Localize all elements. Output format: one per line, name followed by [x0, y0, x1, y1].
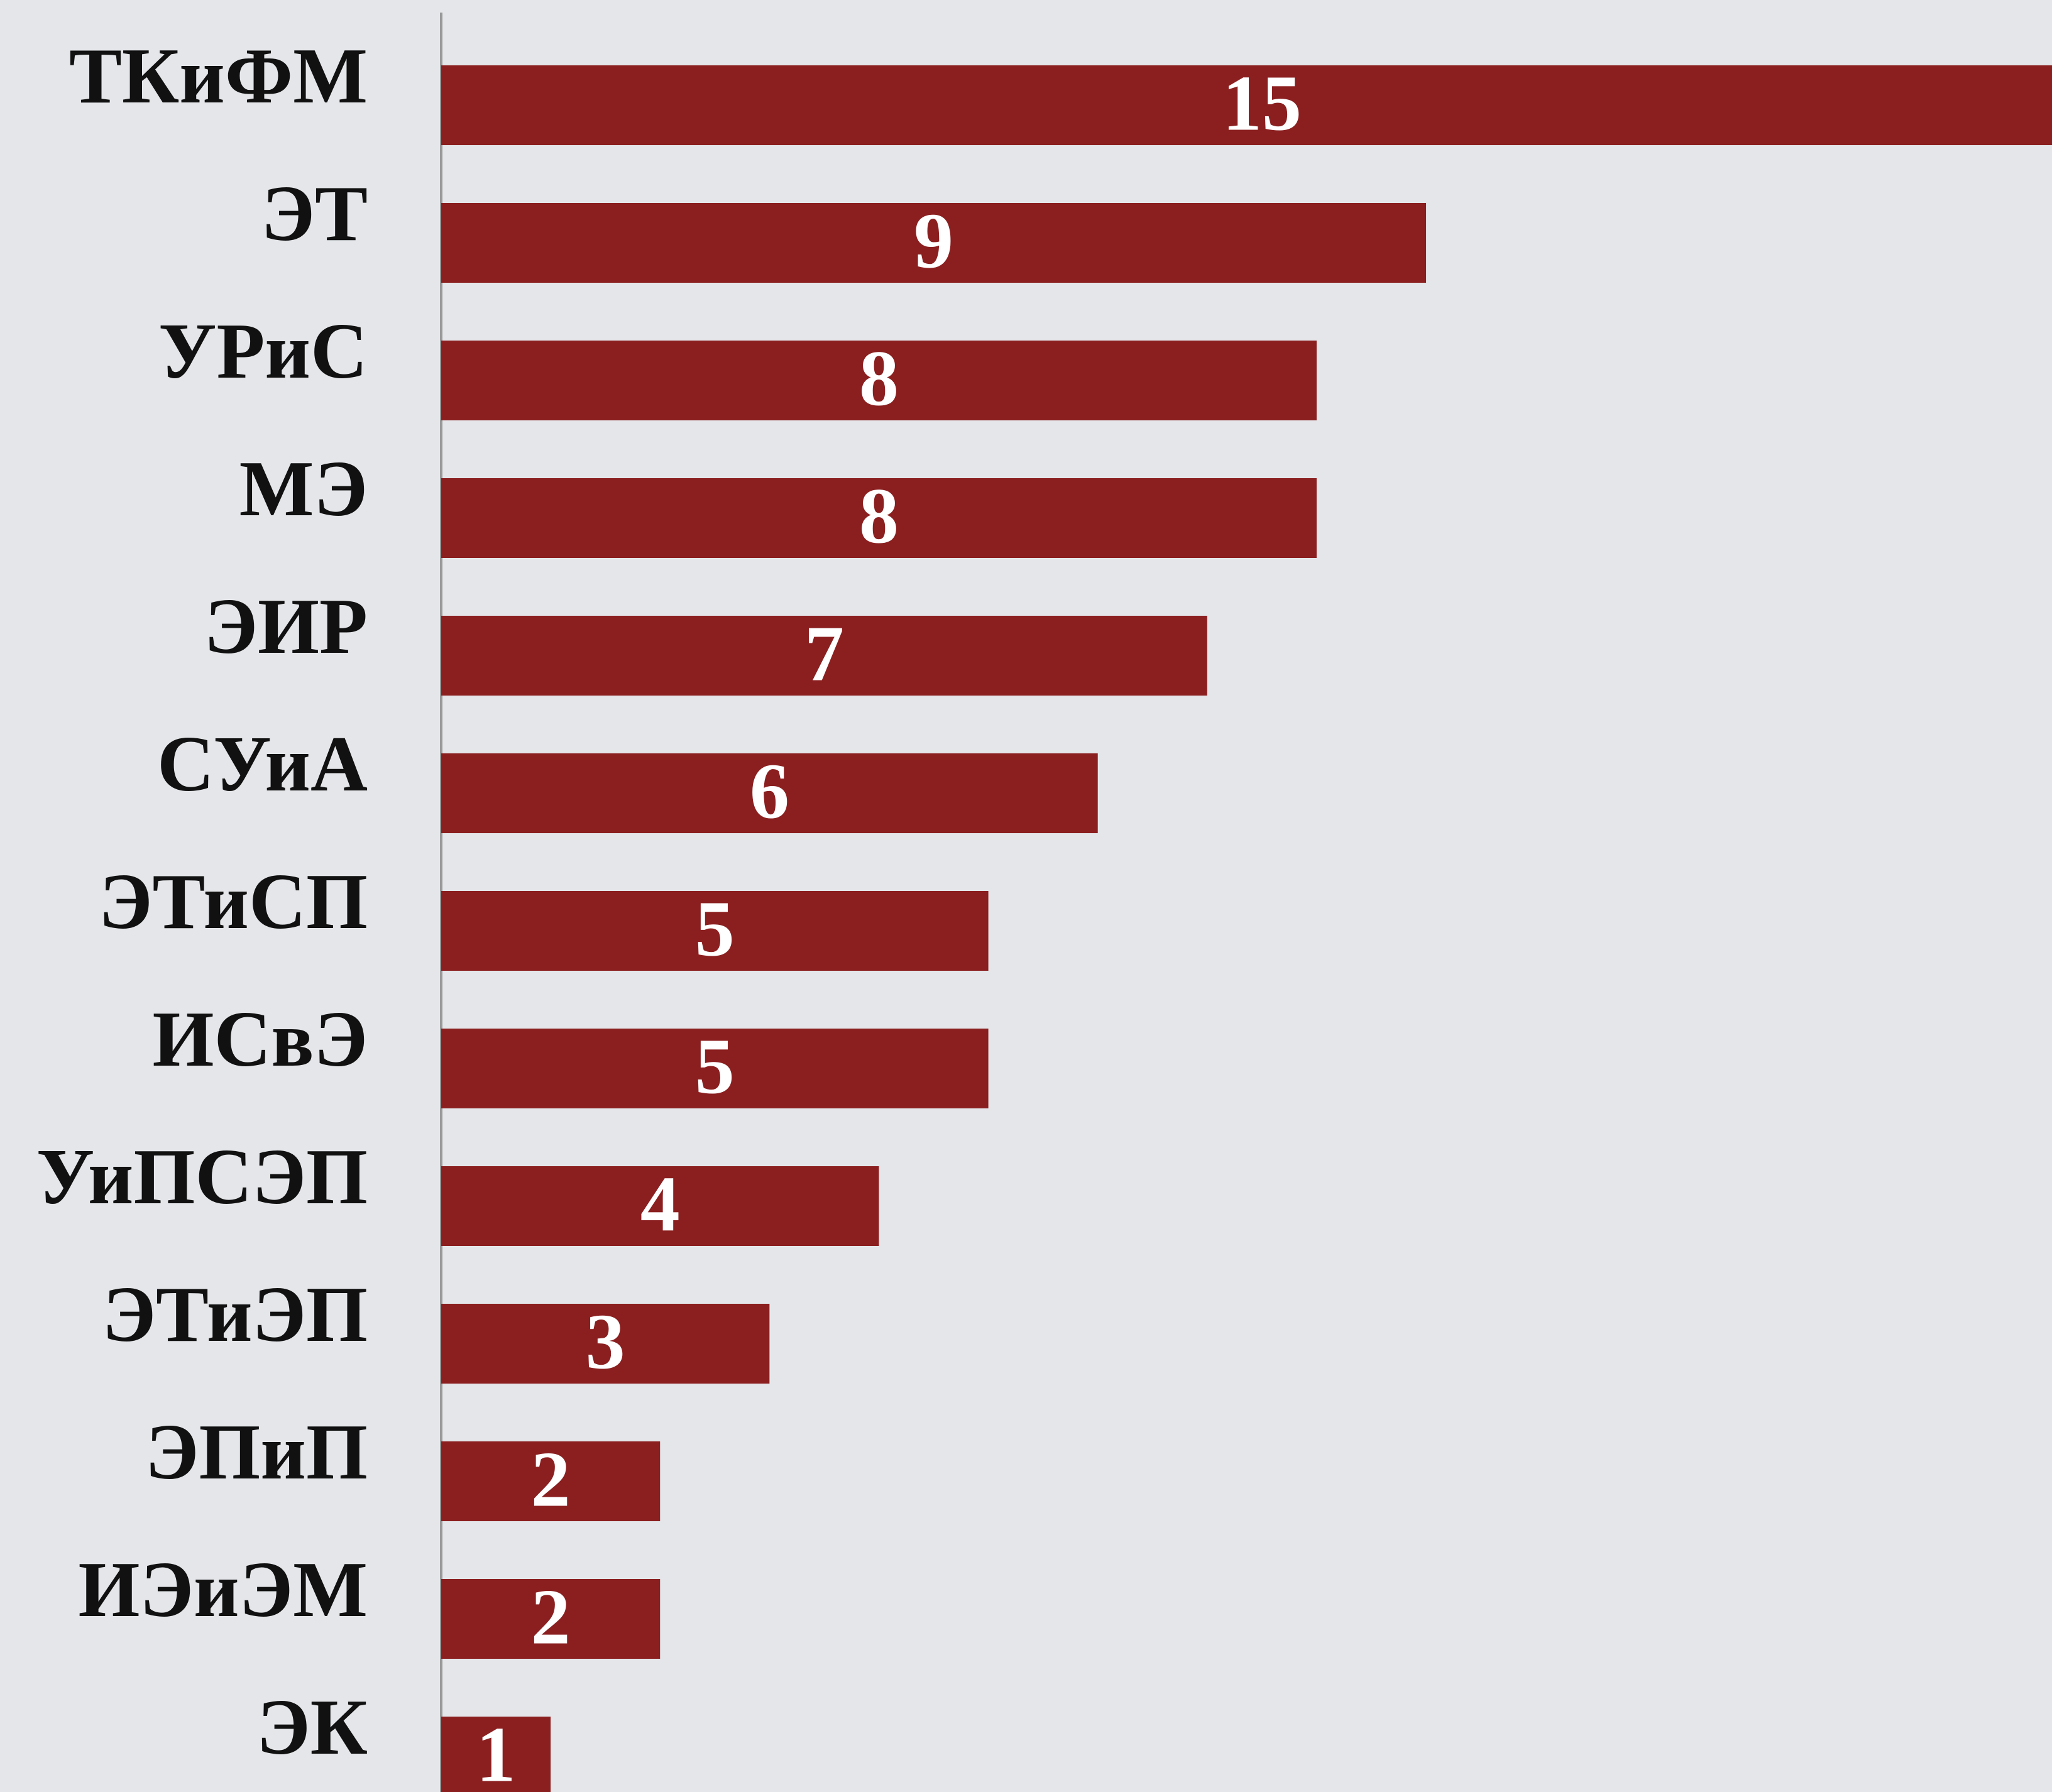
value-label: 2 [531, 1436, 571, 1523]
category-label: ТКиФМ [69, 33, 368, 120]
value-label: 9 [914, 197, 953, 285]
value-label: 8 [859, 335, 899, 422]
value-label: 6 [750, 748, 789, 835]
category-label: ЭИР [204, 583, 368, 670]
category-label: ЭПиП [145, 1409, 368, 1496]
category-label: ЭТ [261, 170, 368, 258]
value-label: 8 [859, 473, 899, 560]
value-label: 15 [1222, 60, 1302, 147]
page: ТКиФМ 15 ЭТ 9 УРиС 8 МЭ 8 ЭИР 7 СУиА 6 ЭТиСП 5 ИСвЭ 5 Уи… [0, 0, 2052, 1792]
value-label: 3 [586, 1298, 625, 1385]
value-label: 5 [695, 1023, 735, 1110]
category-label: ЭК [256, 1684, 368, 1771]
category-label: УРиС [158, 308, 368, 395]
category-label: ИСвЭ [152, 996, 368, 1083]
category-label: МЭ [239, 445, 368, 533]
chart: ТКиФМ 15 ЭТ 9 УРиС 8 МЭ 8 ЭИР 7 СУиА 6 ЭТиСП 5 ИСвЭ 5 Уи… [0, 0, 2052, 1792]
category-label: ИЭиЭМ [79, 1546, 368, 1634]
category-label: ЭТиСП [99, 858, 368, 946]
value-label: 5 [695, 885, 735, 973]
value-label: 4 [640, 1161, 680, 1248]
value-label: 1 [476, 1711, 516, 1792]
category-label: УиПСЭП [36, 1134, 368, 1221]
category-label: СУиА [157, 721, 368, 808]
category-label: ЭТиЭП [102, 1271, 368, 1358]
value-label: 2 [531, 1573, 571, 1661]
value-label: 7 [804, 610, 844, 697]
